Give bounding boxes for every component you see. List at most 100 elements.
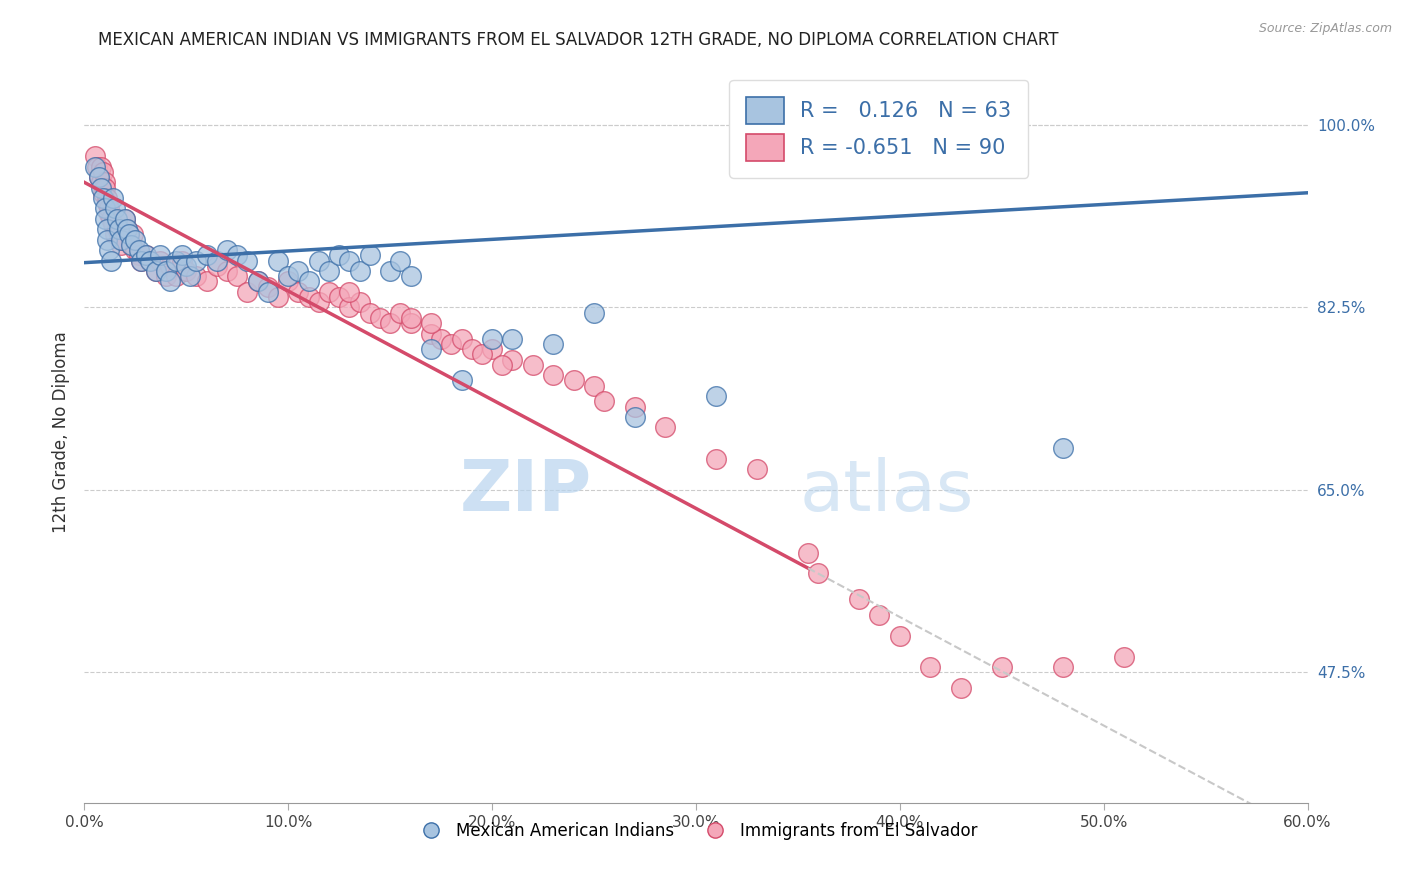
Text: atlas: atlas xyxy=(800,458,974,526)
Point xyxy=(339,301,361,315)
Point xyxy=(93,202,115,216)
Point xyxy=(522,358,544,372)
Point xyxy=(359,248,381,262)
Point xyxy=(172,253,194,268)
Point xyxy=(108,222,131,236)
Point xyxy=(920,660,942,674)
Point xyxy=(131,253,153,268)
Point xyxy=(87,170,110,185)
Point xyxy=(128,243,150,257)
Point xyxy=(86,160,108,174)
Text: Source: ZipAtlas.com: Source: ZipAtlas.com xyxy=(1258,22,1392,36)
Point xyxy=(807,566,830,581)
Point xyxy=(380,316,402,330)
Point xyxy=(889,629,911,643)
Point xyxy=(267,290,290,304)
Point xyxy=(120,238,142,252)
Point xyxy=(593,394,616,409)
Point xyxy=(420,326,443,341)
Point xyxy=(287,264,309,278)
Point xyxy=(97,207,120,221)
Point xyxy=(172,248,194,262)
Point xyxy=(950,681,973,695)
Point xyxy=(502,332,524,346)
Point xyxy=(440,337,463,351)
Point xyxy=(236,253,259,268)
Point xyxy=(90,160,112,174)
Point xyxy=(359,306,381,320)
Point xyxy=(104,227,127,242)
Point xyxy=(105,222,128,236)
Point xyxy=(90,175,112,189)
Point xyxy=(339,253,361,268)
Point xyxy=(101,191,124,205)
Point xyxy=(298,290,321,304)
Point xyxy=(328,248,350,262)
Point xyxy=(115,222,138,236)
Point xyxy=(145,264,167,278)
Point xyxy=(93,180,115,194)
Point xyxy=(624,409,647,424)
Point xyxy=(91,191,114,205)
Point xyxy=(257,279,280,293)
Point xyxy=(543,368,565,383)
Point xyxy=(368,310,391,325)
Point xyxy=(186,269,208,284)
Point xyxy=(97,202,120,216)
Point xyxy=(869,608,891,623)
Point xyxy=(747,462,769,476)
Point xyxy=(195,248,218,262)
Point xyxy=(114,211,136,226)
Point xyxy=(155,269,177,284)
Point xyxy=(90,180,112,194)
Legend: Mexican American Indians, Immigrants from El Salvador: Mexican American Indians, Immigrants fro… xyxy=(408,815,984,847)
Point xyxy=(420,316,443,330)
Point xyxy=(105,211,128,226)
Point xyxy=(246,274,269,288)
Point xyxy=(797,545,820,559)
Point xyxy=(502,352,524,367)
Point xyxy=(120,238,142,252)
Point xyxy=(267,253,290,268)
Point xyxy=(450,332,472,346)
Point xyxy=(165,253,187,268)
Point xyxy=(114,211,136,226)
Point xyxy=(1052,660,1074,674)
Point xyxy=(104,202,127,216)
Text: MEXICAN AMERICAN INDIAN VS IMMIGRANTS FROM EL SALVADOR 12TH GRADE, NO DIPLOMA CO: MEXICAN AMERICAN INDIAN VS IMMIGRANTS FR… xyxy=(98,31,1059,49)
Point xyxy=(118,227,141,242)
Point xyxy=(118,227,141,242)
Point xyxy=(706,451,728,466)
Point xyxy=(159,274,181,288)
Point xyxy=(165,269,187,284)
Point xyxy=(115,222,138,236)
Point xyxy=(135,248,157,262)
Point xyxy=(1052,442,1074,456)
Point xyxy=(135,248,157,262)
Point xyxy=(991,660,1014,674)
Point xyxy=(174,264,197,278)
Point xyxy=(217,243,239,257)
Point xyxy=(83,149,105,163)
Point xyxy=(145,264,167,278)
Point xyxy=(138,253,160,268)
Text: ZIP: ZIP xyxy=(460,458,592,526)
Point xyxy=(389,306,412,320)
Point xyxy=(399,310,422,325)
Point xyxy=(654,420,676,434)
Point xyxy=(122,227,145,242)
Point xyxy=(277,274,299,288)
Point xyxy=(205,259,228,273)
Point xyxy=(138,253,160,268)
Point xyxy=(112,233,135,247)
Point xyxy=(471,347,494,361)
Point xyxy=(450,374,472,388)
Point xyxy=(155,264,177,278)
Point xyxy=(308,253,330,268)
Point xyxy=(91,165,114,179)
Point xyxy=(308,295,330,310)
Point xyxy=(100,211,122,226)
Point xyxy=(339,285,361,299)
Point xyxy=(848,592,870,607)
Point xyxy=(491,358,513,372)
